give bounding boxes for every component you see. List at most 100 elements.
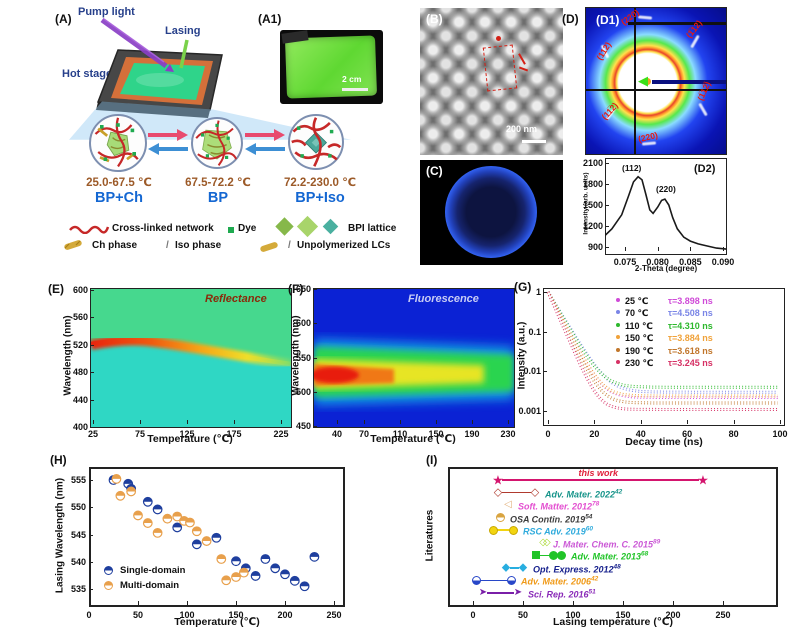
panel-d1-label: (D1): [596, 13, 620, 27]
y-tick-mark: [90, 317, 94, 319]
y-tick-mark: [313, 391, 317, 393]
y-tick-mark: [90, 372, 94, 374]
x-tick-mark: [690, 247, 692, 251]
saxs-pattern: ◀ (D1) (220) (1̅12) (112) (1̅12̅) (11̅2)…: [585, 7, 727, 155]
double-open-diamond-marker: ◇◇: [539, 536, 551, 548]
x-tick-mark: [508, 420, 509, 424]
y-tick-label: 560: [72, 312, 88, 323]
y-tick-mark: [605, 163, 609, 164]
y-tick-label: 1: [535, 287, 541, 297]
g-legend-marker: [616, 298, 620, 302]
e-x-axis-label: Temperature (℃): [147, 433, 233, 445]
panel-b-label: (B): [426, 12, 443, 26]
i-range-line: [502, 491, 531, 494]
g-legend-tau: τ=4.310 ns: [668, 320, 713, 331]
open-diamond-marker: ◇: [493, 486, 503, 499]
iso-phase-icon: /: [166, 240, 169, 251]
x-tick-mark: [523, 601, 524, 605]
panel-g-label: (G): [514, 280, 532, 294]
x-tick-label: 0.085: [679, 257, 702, 267]
beamstop-arm: [652, 80, 726, 84]
x-tick-label: 125: [179, 429, 195, 439]
legend-ch-phase: Ch phase: [92, 240, 138, 251]
x-tick-label: 110: [392, 429, 408, 439]
circle-marker: [488, 525, 498, 535]
fluorescence-heatmap: [313, 288, 515, 428]
y-tick-mark: [543, 331, 547, 333]
panel-h-label: (H): [50, 453, 67, 467]
x-tick-mark: [640, 420, 642, 424]
y-tick-label: 1200: [582, 221, 603, 231]
x-tick-label: 75: [134, 429, 145, 439]
annotation-mark: [518, 53, 526, 65]
state-temp-3: 72.2-230.0 ℃: [283, 177, 357, 189]
sem-image: (B) 200 nm: [420, 8, 563, 155]
film-photo: 2 cm: [280, 30, 383, 104]
y-tick-mark: [543, 292, 547, 293]
phase-circle-bp-iso: [288, 114, 344, 170]
annotation-dot: [496, 36, 501, 41]
g-legend-temp: 110 ℃: [625, 320, 653, 331]
x-tick-label: 200: [665, 610, 681, 620]
i-entry-label: RSC Adv. 201960: [523, 525, 593, 537]
detector-line: [628, 22, 726, 25]
b-scalebar: [522, 140, 546, 143]
y-tick-mark: [89, 561, 93, 563]
x-tick-label: 0: [545, 429, 551, 439]
i-entry-label: Opt. Express. 201248: [533, 563, 621, 575]
panel-c-label: (C): [426, 164, 443, 178]
state-temp-1: 25.0-67.5 ℃: [86, 177, 152, 189]
x-tick-mark: [400, 420, 401, 424]
beamstop-arrow-icon: ◀: [638, 73, 648, 88]
x-tick-mark: [285, 601, 286, 605]
i-range-line: [487, 592, 514, 594]
pump-light-arrow: [100, 17, 168, 69]
x-tick-label: 60: [682, 429, 693, 439]
y-tick-label: 535: [70, 584, 86, 594]
y-tick-label: 545: [70, 529, 86, 540]
y-tick-label: 400: [72, 422, 88, 433]
y-tick-label: 555: [70, 475, 86, 485]
circle-marker: [556, 550, 566, 560]
x-tick-mark: [334, 601, 335, 605]
y-tick-mark: [313, 289, 317, 290]
g-legend-tau: τ=3.618 ns: [668, 345, 713, 356]
lasing-beam: [179, 39, 189, 69]
xrd-curve: [605, 175, 727, 250]
phase-circle-bp: [191, 117, 243, 169]
g-legend-tau: τ=4.508 ns: [668, 308, 713, 319]
panel-a-label: (A): [55, 12, 72, 26]
panel-e-label: (E): [48, 282, 64, 296]
x-tick-mark: [364, 420, 365, 424]
panel-a1-label: (A1): [258, 12, 282, 26]
y-tick-label: 480: [72, 367, 88, 378]
g-legend-temp: 25 ℃: [625, 296, 649, 306]
i-entry-label: Adv. Mater. 201368: [571, 550, 649, 562]
x-tick-label: 0.080: [646, 257, 669, 267]
y-tick-label: 900: [587, 242, 603, 252]
y-tick-label: 600: [295, 318, 311, 329]
unpolymerized-lcs-slash-icon: /: [288, 240, 291, 251]
y-tick-label: 650: [295, 284, 311, 294]
panel-f-label: (F): [288, 282, 304, 296]
y-tick-label: 450: [295, 421, 311, 432]
h-legend-multi-domain: Multi-domain: [120, 580, 180, 591]
x-tick-label: 225: [273, 429, 289, 439]
i-plot-frame: [448, 467, 778, 607]
g-legend-temp: 150 ℃: [625, 333, 654, 344]
x-tick-label: 200: [277, 610, 293, 620]
diffraction-arc: [698, 102, 708, 117]
x-tick-mark: [93, 420, 94, 424]
x-tick-mark: [548, 420, 549, 424]
x-tick-mark: [337, 420, 338, 424]
annotation-mark-2: [518, 66, 529, 72]
x-tick-label: 40: [635, 429, 646, 439]
star-marker: ★: [492, 472, 504, 488]
x-tick-mark: [234, 420, 235, 424]
a1-scalebar-label: 2 cm: [342, 74, 362, 84]
i-x-axis-label: Lasing temperature (℃): [552, 616, 674, 628]
y-tick-mark: [313, 323, 317, 325]
i-entry-label: Sci. Rep. 201651: [528, 588, 596, 600]
b-scalebar-label: 200 nm: [506, 124, 538, 134]
x-tick-label: 150: [228, 610, 244, 620]
